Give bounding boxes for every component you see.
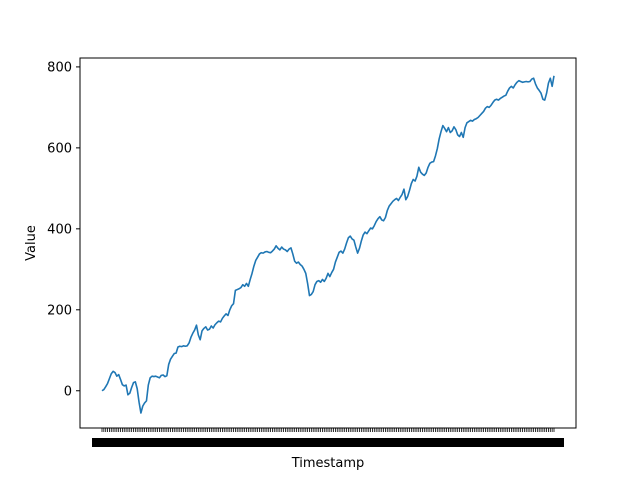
y-tick-label: 0 xyxy=(64,384,72,399)
x-tick-band xyxy=(92,428,564,447)
series-line xyxy=(101,75,555,414)
y-axis-title: Value xyxy=(24,225,39,261)
x-axis-title: Timestamp xyxy=(291,456,365,471)
plot-frame xyxy=(79,57,577,429)
series-layer xyxy=(101,75,555,414)
x-tick-label-smear xyxy=(92,438,564,447)
y-tick-label: 800 xyxy=(47,60,72,75)
y-axis: 0 200 400 600 800 xyxy=(47,60,80,399)
y-tick-label: 400 xyxy=(47,222,72,237)
x-axis xyxy=(92,428,564,447)
y-tick-label: 600 xyxy=(47,141,72,156)
plot-area xyxy=(80,58,576,428)
y-tick-label: 200 xyxy=(47,303,72,318)
